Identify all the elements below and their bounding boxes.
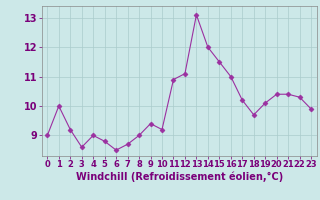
X-axis label: Windchill (Refroidissement éolien,°C): Windchill (Refroidissement éolien,°C) — [76, 172, 283, 182]
